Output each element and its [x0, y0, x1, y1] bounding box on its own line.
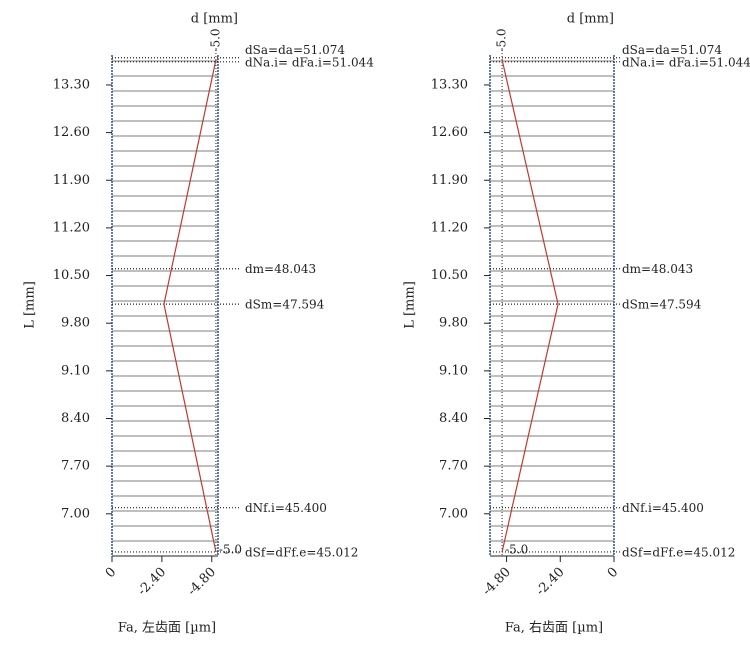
- x-tick-label: -2.40: [135, 565, 169, 599]
- y-tick-label: 13.30: [431, 77, 468, 92]
- y-axis-label: L [mm]: [403, 281, 418, 329]
- y-tick-label: 9.80: [439, 316, 468, 331]
- y-tick-label: 11.20: [53, 220, 90, 235]
- y-tick-label: 12.60: [53, 125, 90, 140]
- y-tick-label: 7.70: [439, 459, 468, 474]
- level-label: dNf.i=45.400: [622, 501, 704, 515]
- y-tick-label: 7.00: [439, 506, 468, 521]
- y-tick-label: 13.30: [53, 77, 90, 92]
- level-label: dSf=dFf.e=45.012: [245, 545, 358, 559]
- x-tick-label: -2.40: [533, 565, 567, 599]
- level-label: dSf=dFf.e=45.012: [622, 545, 735, 559]
- y-tick-label: 8.40: [61, 411, 90, 426]
- y-tick-label: 9.80: [61, 316, 90, 331]
- level-label: dNa.i= dFa.i=51.044: [622, 55, 750, 69]
- annotation: -5.0: [495, 28, 509, 51]
- x-tick-label: -4.80: [185, 565, 219, 599]
- y-tick-label: 7.00: [61, 506, 90, 521]
- x-axis-label: Fa, 左齿面 [µm]: [118, 621, 216, 636]
- y-tick-label: 7.70: [61, 459, 90, 474]
- y-axis-label: L [mm]: [23, 281, 38, 329]
- y-tick-label: 11.90: [53, 173, 90, 188]
- y-tick-label: 10.50: [53, 268, 90, 283]
- level-label: dSm=47.594: [622, 298, 702, 312]
- level-label: dm=48.043: [245, 262, 316, 276]
- y-tick-label: 11.90: [431, 173, 468, 188]
- y-tick-label: 10.50: [431, 268, 468, 283]
- level-label: dSa=da=51.074: [245, 43, 345, 57]
- axis-title: d [mm]: [567, 12, 614, 27]
- y-tick-label: 12.60: [431, 125, 468, 140]
- x-tick-label: 0: [605, 565, 621, 581]
- y-tick-label: 9.10: [61, 363, 90, 378]
- x-axis-label: Fa, 右齿面 [µm]: [505, 621, 603, 636]
- y-tick-label: 8.40: [439, 411, 468, 426]
- y-tick-label: 9.10: [439, 363, 468, 378]
- annotation: -5.0: [505, 543, 528, 557]
- axis-title: d [mm]: [191, 12, 238, 27]
- annotation: -5.0: [219, 543, 242, 557]
- profile-line: [501, 59, 559, 553]
- x-tick-label: -4.80: [480, 565, 514, 599]
- annotation: -5.0: [208, 28, 222, 51]
- profile-line: [163, 59, 217, 553]
- x-tick-label: 0: [103, 565, 119, 581]
- level-label: dNa.i= dFa.i=51.044: [245, 55, 374, 69]
- level-label: dNf.i=45.400: [245, 501, 327, 515]
- level-label: dm=48.043: [622, 262, 693, 276]
- y-tick-label: 11.20: [431, 220, 468, 235]
- level-label: dSm=47.594: [245, 298, 325, 312]
- level-label: dSa=da=51.074: [622, 43, 722, 57]
